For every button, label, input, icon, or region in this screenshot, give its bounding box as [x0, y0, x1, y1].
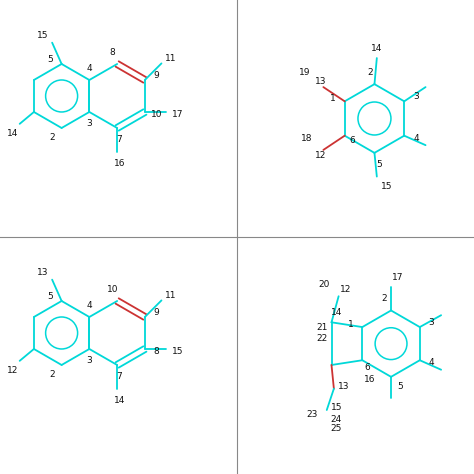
Text: 21: 21	[316, 323, 328, 331]
Text: 16: 16	[364, 375, 375, 383]
Text: 12: 12	[315, 151, 327, 160]
Text: 3: 3	[86, 119, 92, 128]
Text: 10: 10	[107, 285, 118, 293]
Text: 15: 15	[37, 31, 48, 40]
Text: 13: 13	[315, 77, 327, 86]
Text: 13: 13	[337, 382, 349, 391]
Text: 2: 2	[367, 68, 373, 77]
Text: 17: 17	[173, 110, 184, 119]
Text: 23: 23	[307, 410, 318, 419]
Text: 4: 4	[413, 134, 419, 143]
Text: 6: 6	[364, 363, 370, 372]
Text: 8: 8	[154, 347, 160, 356]
Text: 5: 5	[376, 160, 382, 169]
Text: 13: 13	[37, 268, 48, 277]
Text: 2: 2	[49, 370, 55, 379]
Text: 10: 10	[151, 110, 163, 119]
Text: 18: 18	[301, 134, 312, 143]
Text: 19: 19	[299, 68, 310, 77]
Text: 4: 4	[87, 301, 92, 310]
Text: 3: 3	[413, 92, 419, 101]
Text: 15: 15	[330, 403, 342, 412]
Text: 3: 3	[86, 356, 92, 365]
Text: 24: 24	[331, 415, 342, 424]
Text: 2: 2	[381, 294, 387, 303]
Text: 6: 6	[349, 136, 355, 145]
Text: 12: 12	[7, 366, 18, 375]
Text: 14: 14	[114, 396, 125, 405]
Text: 15: 15	[173, 347, 184, 356]
Text: 16: 16	[114, 159, 125, 168]
Text: 25: 25	[330, 425, 342, 433]
Text: 11: 11	[165, 291, 177, 300]
Text: 9: 9	[154, 308, 160, 317]
Text: 14: 14	[371, 44, 383, 53]
Text: 5: 5	[47, 292, 53, 301]
Text: 12: 12	[340, 285, 351, 293]
Text: 15: 15	[381, 182, 392, 191]
Text: 22: 22	[317, 335, 328, 343]
Text: 8: 8	[109, 48, 115, 56]
Text: 4: 4	[429, 358, 435, 367]
Text: 20: 20	[319, 280, 330, 289]
Text: 7: 7	[117, 136, 122, 144]
Text: 4: 4	[87, 64, 92, 73]
Text: 3: 3	[429, 318, 435, 327]
Text: 14: 14	[7, 129, 18, 138]
Text: 1: 1	[347, 320, 353, 329]
Text: 2: 2	[49, 133, 55, 142]
Text: 14: 14	[330, 309, 342, 317]
Text: 17: 17	[392, 273, 404, 282]
Text: 5: 5	[47, 55, 53, 64]
Text: 5: 5	[398, 382, 403, 391]
Text: 1: 1	[330, 94, 336, 103]
Text: 9: 9	[154, 71, 160, 80]
Text: 11: 11	[165, 54, 177, 63]
Text: 7: 7	[117, 373, 122, 381]
